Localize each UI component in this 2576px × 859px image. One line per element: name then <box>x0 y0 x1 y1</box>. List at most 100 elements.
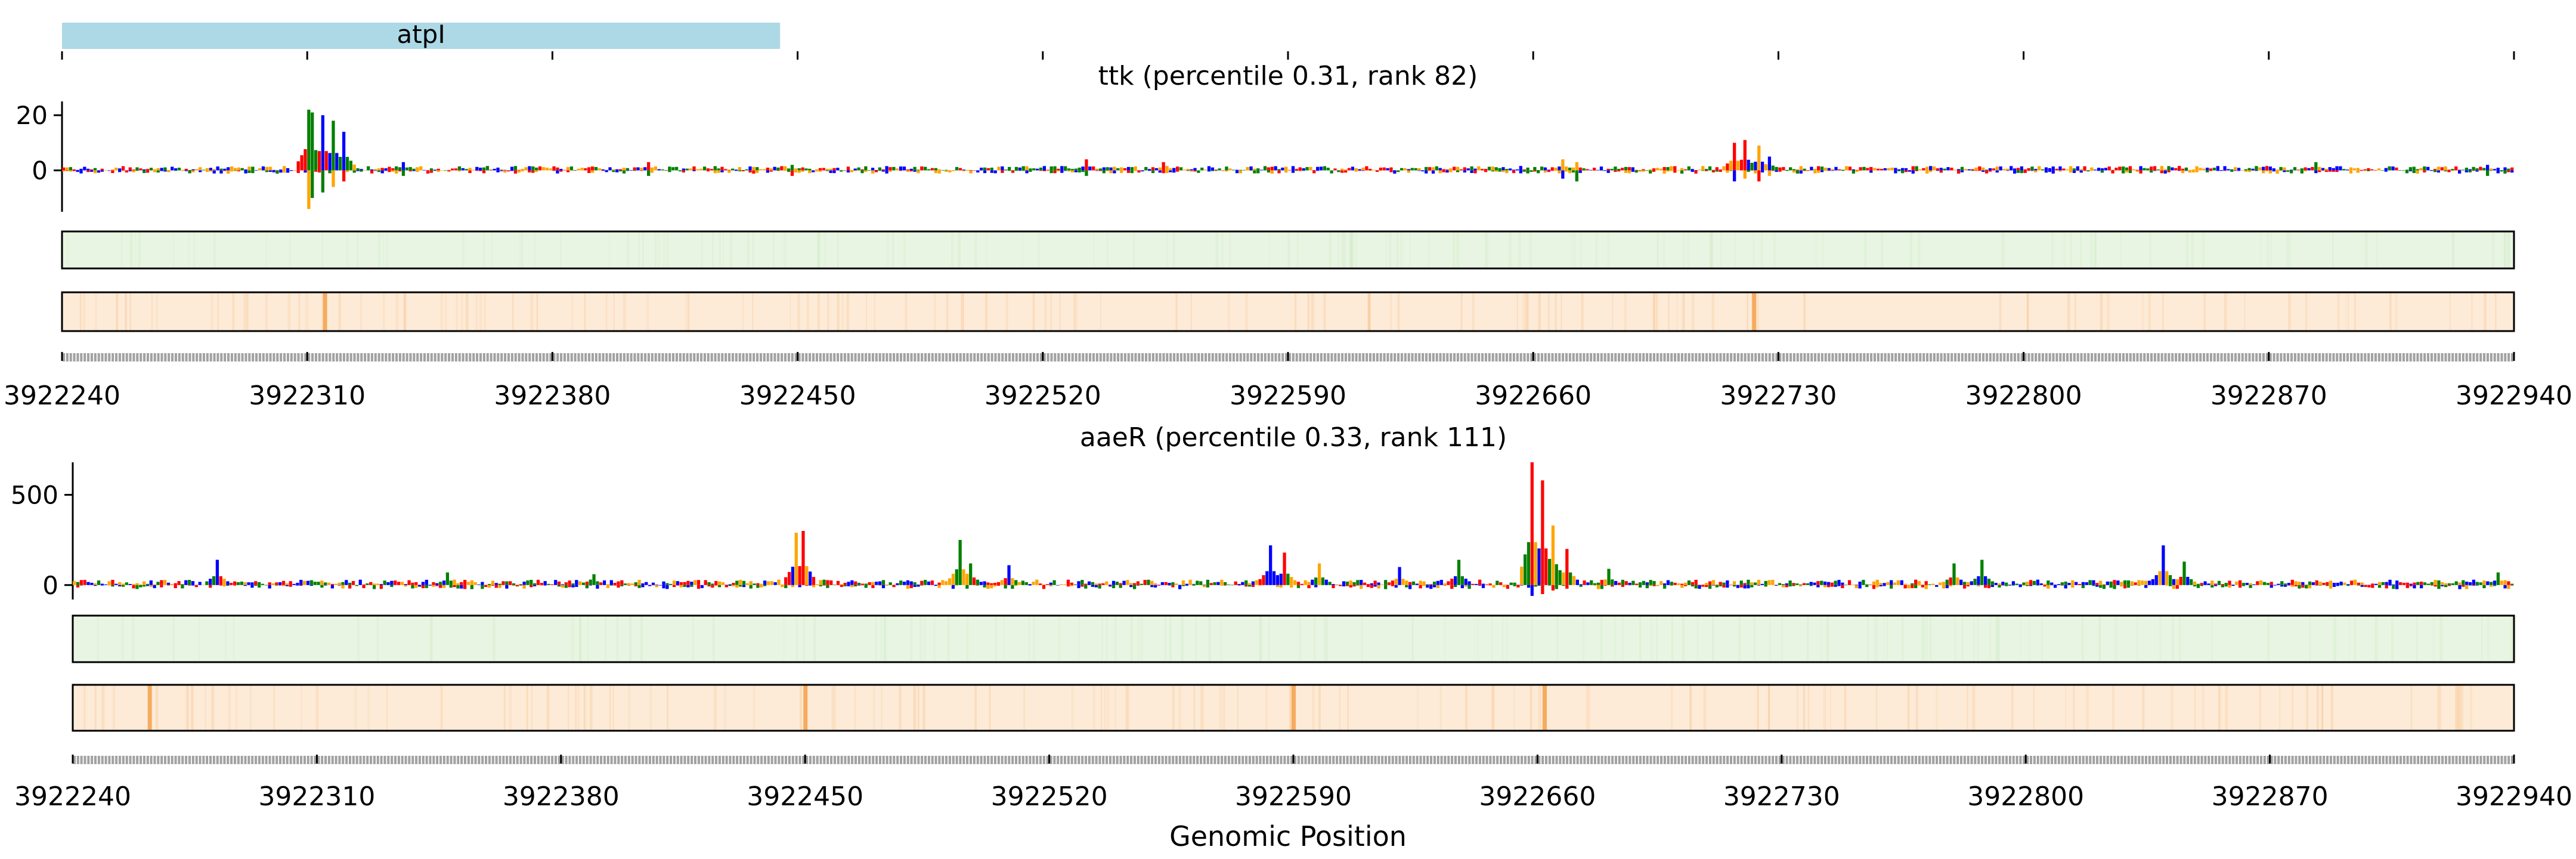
logo-bar <box>1340 170 1344 173</box>
sequence-glyph <box>787 353 790 361</box>
sequence-glyph <box>535 353 538 361</box>
logo-bar <box>2436 166 2441 171</box>
sequence-glyph <box>2476 756 2479 764</box>
logo-bar <box>1939 170 1943 173</box>
logo-bar <box>2100 170 2104 173</box>
logo-bar <box>927 581 931 585</box>
logo-bar <box>1407 170 1410 173</box>
logo-bar <box>780 166 784 171</box>
sequence-glyph <box>1900 756 1903 764</box>
logo-bar <box>1361 168 1365 171</box>
sequence-glyph <box>1751 353 1754 361</box>
logo-bar <box>230 166 234 171</box>
sequence-glyph <box>1768 353 1771 361</box>
sequence-glyph <box>1547 353 1550 361</box>
sequence-glyph <box>2448 756 2451 764</box>
logo-bar <box>2318 582 2322 585</box>
logo-bar <box>128 167 132 171</box>
logo-bar <box>522 582 526 585</box>
logo-bar <box>2154 575 2158 585</box>
logo-bar <box>338 582 341 585</box>
logo-bar <box>1505 170 1509 174</box>
logo-bar <box>1244 585 1248 587</box>
track-stripe <box>1875 685 1878 731</box>
track-stripe <box>1059 292 1061 331</box>
sequence-glyph <box>220 353 223 361</box>
track-stripe <box>1600 616 1603 662</box>
sequence-glyph <box>94 756 97 764</box>
logo-bar <box>1987 579 1991 585</box>
logo-bar <box>714 585 718 586</box>
sequence-glyph <box>1484 353 1487 361</box>
sequence-glyph <box>865 756 868 764</box>
logo-bar <box>2179 577 2182 585</box>
sequence-glyph <box>1974 756 1977 764</box>
sequence-glyph <box>240 756 243 764</box>
logo-bar <box>587 167 591 171</box>
track-stripe <box>2064 685 2067 731</box>
logo-bar <box>348 582 352 585</box>
logo-bar <box>832 168 836 171</box>
logo-bar <box>2210 580 2214 585</box>
sequence-glyph <box>2125 353 2128 361</box>
sequence-glyph <box>1036 353 1039 361</box>
sequence-glyph <box>1358 353 1361 361</box>
sequence-glyph <box>829 353 832 361</box>
logo-bar <box>143 170 146 174</box>
sequence-glyph <box>2013 353 2016 361</box>
track-stripe <box>961 292 964 331</box>
logo-bar <box>2440 167 2444 171</box>
track-stripe <box>2073 685 2075 731</box>
track-stripe <box>1971 685 1974 731</box>
logo-bar <box>1949 577 1952 585</box>
sequence-glyph <box>1831 756 1834 764</box>
sequence-glyph <box>2206 353 2209 361</box>
sequence-glyph <box>1238 756 1241 764</box>
logo-bar <box>194 585 198 588</box>
sequence-glyph <box>1925 756 1928 764</box>
logo-bar <box>606 584 610 585</box>
track-stripe <box>989 685 991 731</box>
logo-bar <box>2308 581 2312 585</box>
logo-bar <box>818 168 822 171</box>
sequence-glyph <box>1498 353 1501 361</box>
sequence-glyph <box>171 353 174 361</box>
logo-bar <box>111 579 114 585</box>
sequence-glyph <box>760 756 763 764</box>
sequence-glyph <box>2444 353 2447 361</box>
track-stripe <box>2469 685 2473 731</box>
sequence-glyph <box>1250 353 1253 361</box>
logo-bar <box>1070 169 1075 171</box>
logo-bar <box>296 170 300 174</box>
sequence-glyph <box>2413 756 2416 764</box>
sequence-glyph <box>714 353 717 361</box>
track-stripe <box>193 231 196 268</box>
logo-bar <box>230 170 234 172</box>
logo-bar <box>1438 170 1442 174</box>
track-background <box>62 231 2514 268</box>
logo-bar <box>1060 170 1064 173</box>
logo-bar <box>442 580 446 585</box>
track-stripe <box>1100 685 1103 731</box>
sequence-glyph <box>655 756 658 764</box>
logo-bar <box>358 579 362 585</box>
logo-bar <box>2385 585 2388 589</box>
logo-bar <box>1795 169 1800 171</box>
sequence-glyph <box>826 756 829 764</box>
logo-bar <box>531 170 535 173</box>
logo-bar <box>990 168 993 171</box>
sequence-glyph <box>363 756 366 764</box>
sequence-glyph <box>1423 756 1426 764</box>
sequence-glyph <box>2106 756 2109 764</box>
logo-bar <box>622 170 626 174</box>
sequence-glyph <box>2308 353 2311 361</box>
sequence-glyph <box>2392 756 2395 764</box>
sequence-glyph <box>2085 756 2088 764</box>
sequence-glyph <box>450 756 453 764</box>
logo-bar <box>2057 584 2061 585</box>
track-stripe <box>666 685 669 731</box>
logo-bar <box>1837 585 1841 586</box>
logo-bar <box>1288 169 1292 171</box>
track-stripe <box>97 616 99 662</box>
sequence-glyph <box>1398 756 1401 764</box>
